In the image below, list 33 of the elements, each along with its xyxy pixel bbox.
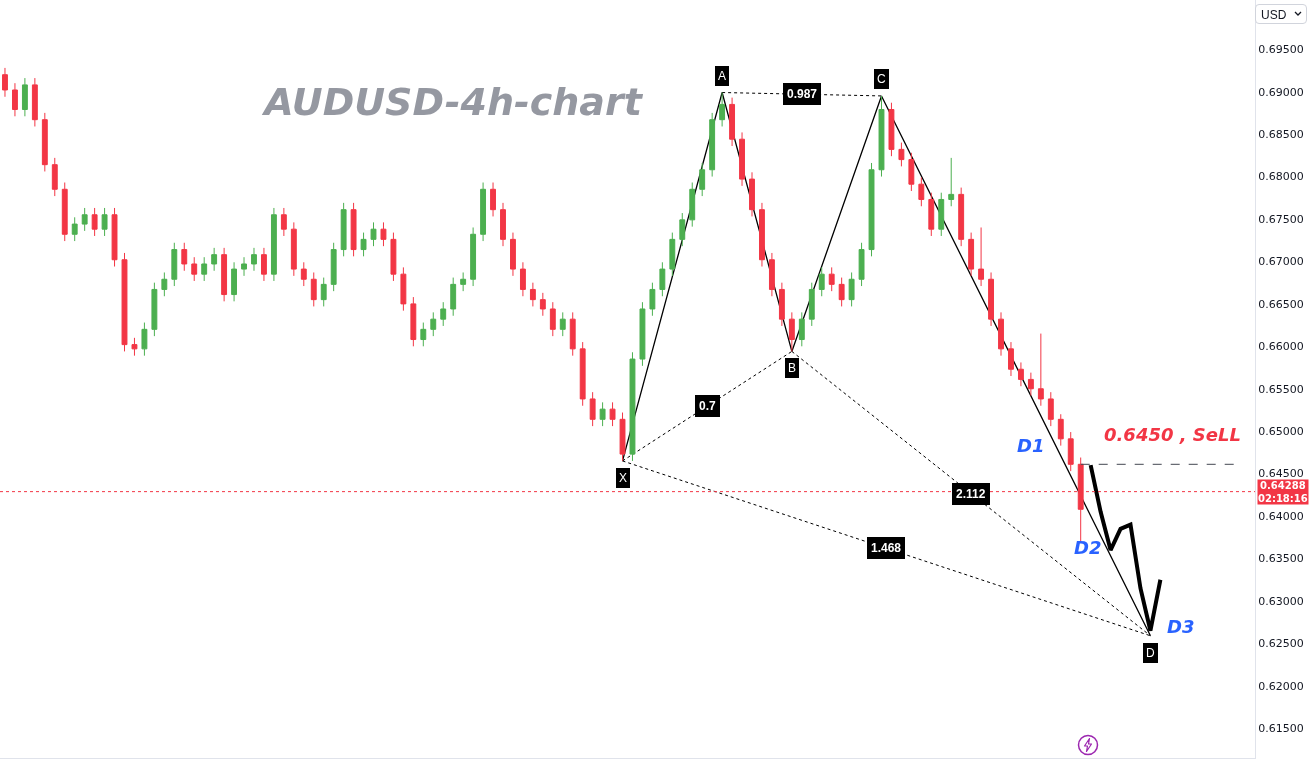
ref-line-label: 0.6450 , SeLL [1104, 424, 1241, 445]
ref-line-label: 0.64288 02:18:16 [1258, 480, 1308, 504]
y-tick-label: 0.67000 [1258, 255, 1304, 269]
data-label: D [1146, 646, 1155, 660]
y-tick-label: 0.64000 [1258, 509, 1304, 523]
text: AUDUSD-4h-chart [261, 80, 644, 125]
series-label: 2.112 [956, 487, 986, 501]
y-tick-label: 0.65500 [1258, 382, 1304, 396]
data-label: B [788, 361, 797, 375]
series-label: 1.468 [871, 541, 902, 555]
y-tick-label: 0.63500 [1258, 552, 1304, 566]
annotation: D3 [1167, 616, 1195, 637]
data-label: X [619, 471, 628, 485]
data-label: C [877, 72, 886, 86]
y-tick-label: 0.66500 [1258, 297, 1304, 311]
y-tick-label: 0.61500 [1258, 722, 1304, 736]
y-tick-label: 0.68500 [1258, 127, 1304, 141]
annotation: D2 [1074, 537, 1102, 558]
y-tick-label: 0.62500 [1258, 637, 1304, 651]
y-tick-label: 0.65000 [1258, 425, 1304, 439]
y-tick-label: 0.67500 [1258, 212, 1304, 226]
data-label: A [718, 69, 727, 83]
series-label: 0.987 [787, 87, 818, 101]
annotation: D1 [1017, 435, 1045, 456]
y-tick-label: 0.62000 [1258, 679, 1304, 693]
y-tick-label: 0.69000 [1258, 85, 1304, 99]
text: USD [1261, 8, 1287, 22]
y-tick-label: 0.68000 [1258, 170, 1304, 184]
series-label: 0.7 [699, 399, 717, 413]
y-tick-label: 0.63000 [1258, 594, 1304, 608]
y-tick-label: 0.64500 [1258, 467, 1304, 481]
y-tick-label: 0.66000 [1258, 340, 1304, 354]
y-tick-label: 0.69500 [1258, 43, 1304, 57]
